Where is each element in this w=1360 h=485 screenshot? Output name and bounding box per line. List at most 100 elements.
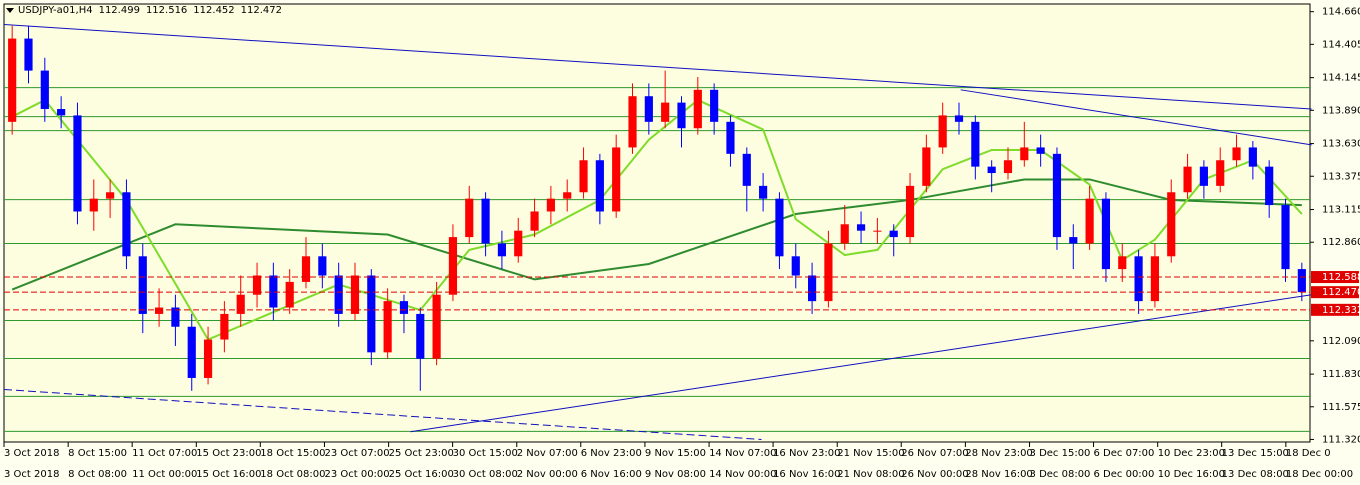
x-tick-label: 26 Nov 07:00 [901,448,968,459]
price-label-box [1311,271,1359,284]
x-tick-label: 13 Dec 15:00 [1222,448,1289,459]
candle-body [269,275,278,308]
candle-body [367,275,376,353]
moving-average [11,178,1302,291]
candle-body [873,230,882,232]
x-tick-label: 13 Dec 08:00 [1222,469,1289,480]
candle-body [612,147,621,212]
candle-body [171,307,180,327]
x-tick-label: 8 Oct 15:00 [68,448,127,459]
x-tick-label: 26 Nov 00:00 [901,469,968,480]
candle-body [8,38,17,122]
candle-body [1199,166,1208,186]
price-label: 112.332 [1322,305,1360,316]
price-label: 112.470 [1322,287,1360,298]
x-tick-label: 14 Nov 07:00 [709,448,776,459]
x-tick-label: 6 Dec 07:00 [1094,448,1155,459]
candle-body [546,198,555,212]
candle-body [644,96,653,122]
candle-body [1281,205,1290,270]
candle-body [1150,256,1159,302]
y-tick-label: 111.575 [1322,402,1360,413]
candle-body [1216,160,1225,186]
candle-body [465,198,474,238]
x-tick-label: 11 Oct 00:00 [132,469,197,480]
x-tick-label: 15 Oct 16:00 [196,469,261,480]
candle-body [514,230,523,257]
candle-body [138,256,147,314]
candle-body [57,109,66,116]
x-tick-label: 28 Nov 16:00 [965,469,1032,480]
x-tick-label: 3 Dec 15:00 [1030,448,1091,459]
x-tick-label: 18 Oct 08:00 [260,469,325,480]
candle-body [889,230,898,238]
candle-body [759,185,768,199]
candle-body [236,294,245,314]
y-tick-label: 113.890 [1322,105,1360,116]
x-tick-label: 30 Oct 15:00 [453,448,518,459]
candle-body [1020,147,1029,161]
candle-body [938,115,947,148]
candle-body [122,192,131,257]
candle-body [922,147,931,186]
x-tick-label: 25 Oct 16:00 [389,469,454,480]
candle-body [905,185,915,238]
y-tick-label: 113.630 [1322,139,1360,150]
candle-body [350,275,360,314]
candle-body [856,224,866,231]
candle-body [1167,192,1176,257]
candle-body [661,102,670,122]
quote-value: 112.472 [241,5,282,16]
candle-body [530,211,539,231]
candle-body [710,89,719,122]
candle-body [383,301,392,353]
candle-body [155,307,164,314]
candle-body [693,89,702,129]
y-tick-label: 112.090 [1322,336,1360,347]
candle-body [1265,166,1274,206]
candle-body [677,102,686,129]
y-tick-label: 114.405 [1322,39,1360,50]
x-tick-label: 9 Nov 08:00 [645,469,706,480]
price-label-box [1311,303,1359,316]
candle-body [971,121,980,167]
candle-body [1036,147,1045,154]
candle-body [481,198,490,244]
candle-body [1085,198,1094,244]
candle-body [1134,256,1143,302]
candle-body [399,301,409,314]
quote-value: 112.499 [99,5,140,16]
candle-body [1248,147,1257,167]
x-tick-label: 28 Nov 23:00 [965,448,1032,459]
x-tick-label: 3 Dec 08:00 [1030,469,1091,480]
y-tick-label: 112.860 [1322,237,1360,248]
candle-body [987,166,996,174]
candle-body [1183,166,1192,193]
candle-body [563,192,572,199]
x-tick-label: 21 Nov 15:00 [837,448,904,459]
price-label-box [1311,286,1359,299]
candle-body [89,198,98,212]
candle-body [824,243,833,302]
menu-icon[interactable] [6,8,14,13]
x-tick-label: 10 Dec 23:00 [1158,448,1225,459]
candle-body [106,192,115,199]
trend-line [960,89,1312,146]
x-tick-label: 18 Oct 15:00 [260,448,325,459]
candle-body [301,256,311,282]
candle-body [203,339,213,378]
x-tick-label: 8 Oct 08:00 [68,469,127,480]
candle-body [1101,198,1111,270]
candle-body [73,115,82,212]
y-tick-label: 113.375 [1322,171,1360,182]
candle-body [808,275,817,302]
x-tick-label: 30 Oct 08:00 [453,469,518,480]
candle-body [187,326,196,378]
candle-body [1052,153,1062,238]
x-tick-label: 3 Oct 2018 [4,448,59,459]
y-tick-label: 113.115 [1322,205,1360,216]
trend-line [3,23,1312,110]
x-tick-label: 6 Nov 16:00 [581,469,642,480]
candle-body [579,160,588,193]
candle-body [1297,269,1306,293]
